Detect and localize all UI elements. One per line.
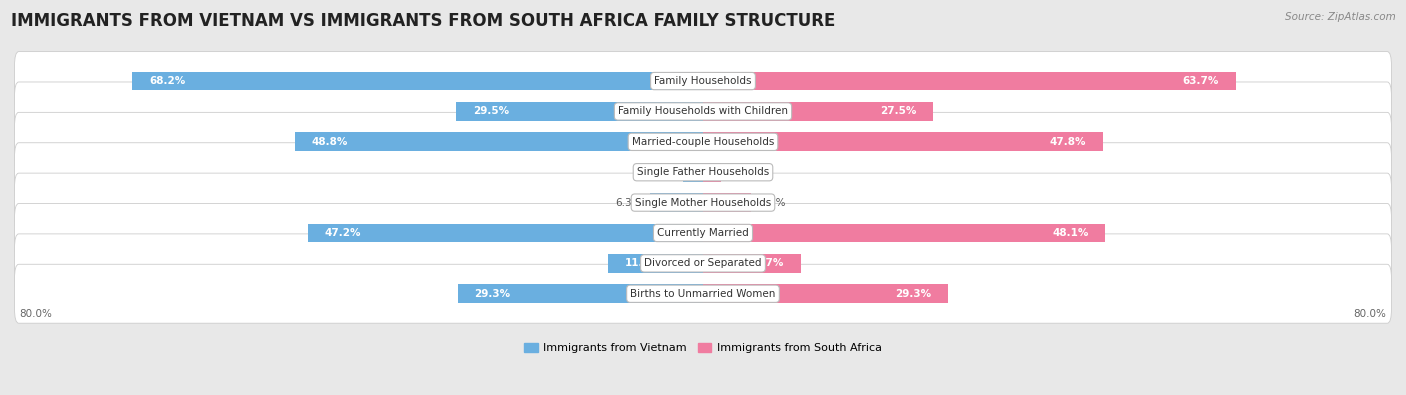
Bar (703, 132, 1102, 151)
Text: 11.7%: 11.7% (748, 258, 785, 268)
Text: 48.1%: 48.1% (1052, 228, 1088, 238)
Text: Married-couple Households: Married-couple Households (631, 137, 775, 147)
Text: Family Households: Family Households (654, 76, 752, 86)
Text: Family Households with Children: Family Households with Children (619, 107, 787, 117)
Bar (651, 193, 703, 212)
Text: Divorced or Separated: Divorced or Separated (644, 258, 762, 268)
Text: 80.0%: 80.0% (1354, 308, 1386, 319)
Bar (703, 102, 934, 121)
Text: Single Mother Households: Single Mother Households (636, 198, 770, 208)
Text: 63.7%: 63.7% (1182, 76, 1219, 86)
Text: 27.5%: 27.5% (880, 107, 917, 117)
Text: 6.3%: 6.3% (616, 198, 643, 208)
FancyBboxPatch shape (14, 203, 1392, 262)
Text: 29.3%: 29.3% (896, 289, 931, 299)
Bar (703, 71, 1236, 90)
FancyBboxPatch shape (14, 112, 1392, 171)
Text: Single Father Households: Single Father Households (637, 167, 769, 177)
FancyBboxPatch shape (14, 82, 1392, 141)
Text: 2.1%: 2.1% (728, 167, 755, 177)
Text: 29.5%: 29.5% (472, 107, 509, 117)
Text: 29.3%: 29.3% (475, 289, 510, 299)
FancyBboxPatch shape (14, 173, 1392, 232)
Text: IMMIGRANTS FROM VIETNAM VS IMMIGRANTS FROM SOUTH AFRICA FAMILY STRUCTURE: IMMIGRANTS FROM VIETNAM VS IMMIGRANTS FR… (11, 12, 835, 30)
Text: 48.8%: 48.8% (312, 137, 347, 147)
Text: 5.7%: 5.7% (759, 198, 786, 208)
Bar (609, 254, 703, 273)
Bar (703, 224, 1105, 243)
Text: Source: ZipAtlas.com: Source: ZipAtlas.com (1285, 12, 1396, 22)
FancyBboxPatch shape (14, 234, 1392, 293)
Bar (703, 284, 948, 303)
Text: Births to Unmarried Women: Births to Unmarried Women (630, 289, 776, 299)
Bar (456, 102, 703, 121)
Bar (683, 163, 703, 182)
Text: 80.0%: 80.0% (20, 308, 52, 319)
Legend: Immigrants from Vietnam, Immigrants from South Africa: Immigrants from Vietnam, Immigrants from… (520, 338, 886, 357)
Bar (703, 254, 801, 273)
Text: Currently Married: Currently Married (657, 228, 749, 238)
Text: 47.2%: 47.2% (325, 228, 361, 238)
Bar (132, 71, 703, 90)
Bar (703, 163, 720, 182)
Text: 68.2%: 68.2% (149, 76, 186, 86)
Text: 47.8%: 47.8% (1050, 137, 1087, 147)
Text: 11.3%: 11.3% (626, 258, 661, 268)
Text: 2.4%: 2.4% (648, 167, 675, 177)
Bar (458, 284, 703, 303)
Bar (295, 132, 703, 151)
Bar (703, 193, 751, 212)
FancyBboxPatch shape (14, 52, 1392, 111)
FancyBboxPatch shape (14, 143, 1392, 202)
Bar (308, 224, 703, 243)
FancyBboxPatch shape (14, 264, 1392, 323)
